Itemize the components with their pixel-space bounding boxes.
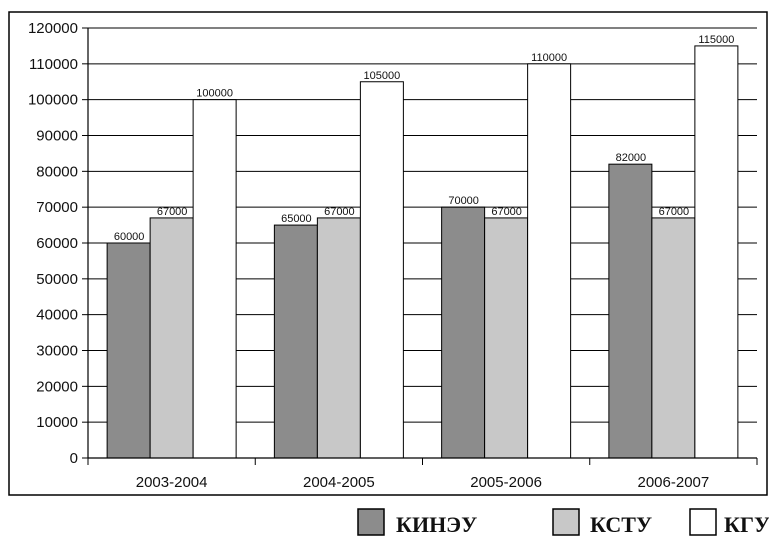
x-axis: 2003-2004 2004-2005 2005-2006 2006-2007 <box>87 457 758 491</box>
bar-КСТУ-2003-2004 <box>149 217 194 459</box>
bar-КИНЭУ-2003-2004 <box>106 242 151 459</box>
data-label: 105000 <box>364 70 401 82</box>
data-label: 100000 <box>196 88 233 100</box>
data-label: 67000 <box>491 206 522 218</box>
x-tick-label: 2004-2005 <box>303 474 375 491</box>
legend-label: КГУ <box>724 512 769 537</box>
y-axis: 0 10000 20000 30000 40000 50000 60000 70000 8000… <box>28 20 89 467</box>
x-tick-label: 2003-2004 <box>136 474 208 491</box>
bar-КИНЭУ-2005-2006 <box>441 206 486 459</box>
legend-swatch <box>689 508 717 536</box>
y-tick-label: 20000 <box>36 378 78 395</box>
y-tick-label: 100000 <box>28 92 78 109</box>
cropped-top-text <box>0 0 769 6</box>
x-tick-label: 2006-2007 <box>638 474 710 491</box>
bar-КГУ-2003-2004 <box>192 99 237 459</box>
y-tick-label: 70000 <box>36 199 78 216</box>
data-label: 70000 <box>448 195 479 207</box>
bar-КГУ-2004-2005 <box>359 81 404 459</box>
bar-КСТУ-2004-2005 <box>316 217 361 459</box>
bar-КСТУ-2006-2007 <box>651 217 696 459</box>
y-tick-label: 0 <box>70 450 78 467</box>
y-tick-label: 10000 <box>36 414 78 431</box>
data-label: 65000 <box>281 213 312 225</box>
y-tick-label: 50000 <box>36 271 78 288</box>
bar-КСТУ-2005-2006 <box>484 217 529 459</box>
legend-label: КИНЭУ <box>396 512 477 537</box>
y-tick-label: 30000 <box>36 343 78 360</box>
bar-КГУ-2005-2006 <box>527 63 572 459</box>
x-tick-label: 2005-2006 <box>470 474 542 491</box>
data-label: 67000 <box>324 206 355 218</box>
y-tick-label: 40000 <box>36 307 78 324</box>
data-label: 60000 <box>114 231 145 243</box>
legend: КИНЭУ КСТУ КГУ <box>357 508 769 537</box>
data-label: 82000 <box>616 152 647 164</box>
bar-КГУ-2006-2007 <box>694 45 739 459</box>
y-tick-label: 90000 <box>36 128 78 145</box>
data-label: 115000 <box>698 34 734 46</box>
bar-КИНЭУ-2006-2007 <box>608 163 653 459</box>
bars <box>106 45 739 459</box>
y-tick-label: 80000 <box>36 163 78 180</box>
legend-swatch <box>552 508 580 536</box>
y-tick-label: 120000 <box>28 20 78 37</box>
bar-КИНЭУ-2004-2005 <box>273 224 318 459</box>
data-labels: 60000 67000 100000 65000 67000 105000 70000 670… <box>114 34 734 243</box>
y-tick-label: 110000 <box>29 56 78 73</box>
data-label: 67000 <box>659 206 690 218</box>
legend-label: КСТУ <box>590 512 652 537</box>
data-label: 110000 <box>531 52 567 64</box>
data-label: 67000 <box>157 206 188 218</box>
legend-swatch <box>357 508 385 536</box>
y-tick-label: 60000 <box>36 235 78 252</box>
